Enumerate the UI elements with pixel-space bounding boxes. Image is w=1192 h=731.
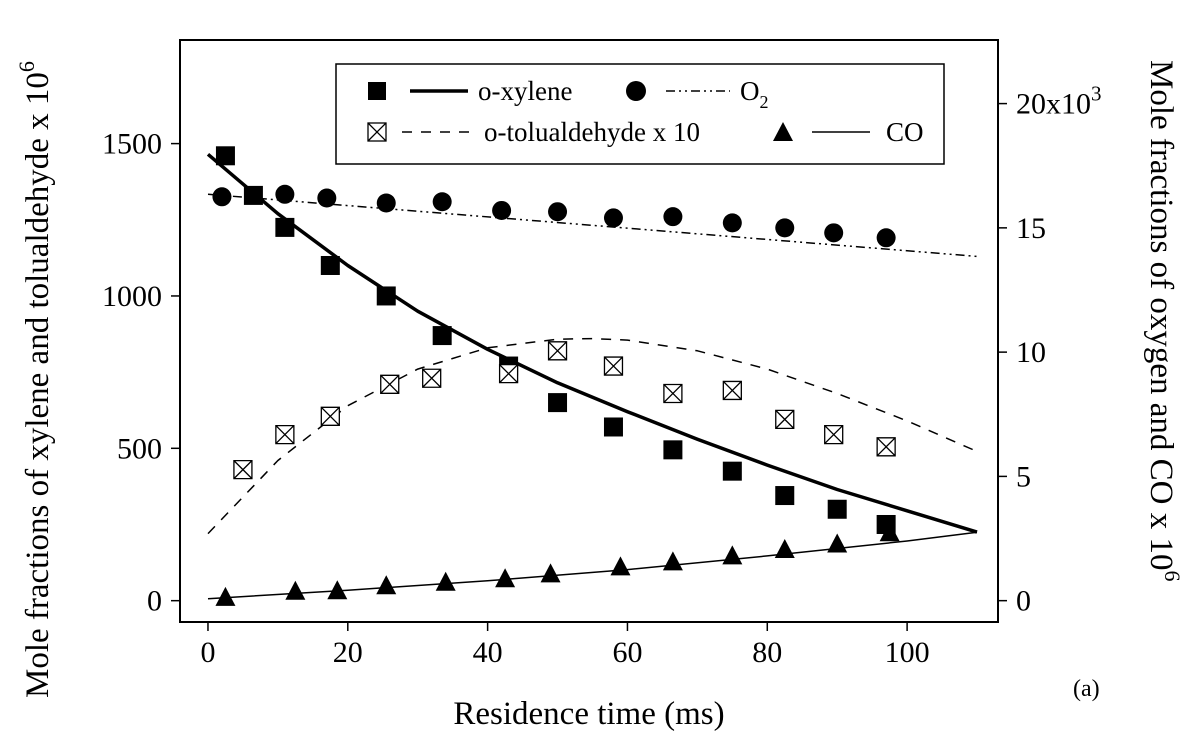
legend-label-tolualdehyde: o-tolualdehyde x 10 bbox=[484, 117, 700, 147]
y-left-axis-label: Mole fractions of xylene and tolualdehyd… bbox=[14, 61, 56, 698]
data-point-o-tolualdehyde-x-10 bbox=[775, 409, 795, 430]
legend: o-xylene O2 o-tolualdehyde x 10 CO bbox=[335, 63, 945, 165]
data-point-o-tolualdehyde-x-10 bbox=[824, 424, 844, 445]
legend-label-o2-main: O bbox=[740, 76, 760, 106]
data-point-o2 bbox=[548, 202, 568, 222]
legend-box bbox=[335, 63, 945, 165]
data-point-o2 bbox=[603, 208, 623, 228]
data-point-o-tolualdehyde-x-10 bbox=[422, 368, 442, 388]
legend-marker-circle bbox=[626, 81, 646, 101]
data-point-co bbox=[540, 563, 561, 583]
data-point-o-tolualdehyde-x-10 bbox=[320, 406, 340, 426]
x-tick-label: 100 bbox=[885, 636, 930, 669]
legend-marker-triangle bbox=[773, 122, 793, 141]
data-point-o-xylene bbox=[275, 217, 295, 237]
legend-marker-bowtie bbox=[367, 122, 387, 142]
legend-label-xylene: o-xylene bbox=[478, 76, 572, 106]
y-right-top-tick-exp: 3 bbox=[1091, 82, 1102, 106]
data-point-co bbox=[327, 580, 348, 600]
x-tick-label: 80 bbox=[752, 636, 782, 669]
data-point-co bbox=[376, 575, 397, 595]
data-point-o2 bbox=[492, 200, 512, 220]
data-point-o2 bbox=[876, 228, 896, 248]
data-point-o2 bbox=[432, 192, 452, 212]
data-point-o-xylene bbox=[432, 326, 452, 346]
data-point-o-tolualdehyde-x-10 bbox=[663, 383, 683, 404]
x-axis-ticks: 0 20 40 60 80 100 bbox=[200, 622, 930, 669]
data-point-o-tolualdehyde-x-10 bbox=[275, 424, 295, 445]
y-left-axis-label-exp: 6 bbox=[14, 61, 39, 72]
data-point-co bbox=[879, 522, 900, 542]
data-point-co bbox=[774, 538, 795, 558]
series-line-o-xylene bbox=[206, 152, 978, 534]
series-line-o-tolualdehyde-x-10 bbox=[207, 337, 978, 535]
data-point-co bbox=[610, 556, 631, 576]
data-point-co bbox=[722, 545, 743, 565]
x-tick-label: 20 bbox=[333, 636, 363, 669]
legend-label-o2-sub: 2 bbox=[760, 92, 769, 112]
data-point-o-tolualdehyde-x-10 bbox=[547, 341, 568, 361]
data-point-o-xylene bbox=[603, 417, 623, 437]
data-point-o-xylene bbox=[376, 286, 396, 306]
data-point-o2 bbox=[775, 218, 795, 238]
data-point-co bbox=[662, 551, 683, 571]
y-right-tick-label: 0 bbox=[1016, 585, 1031, 618]
y-left-tick-label: 1000 bbox=[102, 280, 162, 313]
y-right-tick-label: 20x103 bbox=[1016, 82, 1102, 121]
data-point-o-tolualdehyde-x-10 bbox=[233, 459, 253, 480]
y-left-tick-label: 0 bbox=[147, 585, 162, 618]
data-point-o-xylene bbox=[320, 255, 340, 275]
y-right-axis-ticks: 0 5 10 15 20x103 bbox=[998, 82, 1102, 618]
y-right-tick-label: 5 bbox=[1016, 460, 1031, 493]
data-point-o-xylene bbox=[827, 499, 847, 519]
data-point-o2 bbox=[663, 207, 683, 227]
series-line-co bbox=[207, 531, 978, 600]
data-point-o-xylene bbox=[548, 393, 568, 413]
y-right-tick-label: 10 bbox=[1016, 336, 1046, 369]
y-right-top-tick-main: 20x10 bbox=[1016, 88, 1091, 121]
data-point-co bbox=[285, 580, 306, 600]
series-lines bbox=[206, 152, 978, 600]
data-point-o-xylene bbox=[243, 185, 263, 205]
y-right-tick-label: 15 bbox=[1016, 212, 1046, 245]
legend-label-co: CO bbox=[886, 117, 924, 147]
series-markers bbox=[212, 146, 900, 606]
data-point-o-tolualdehyde-x-10 bbox=[876, 437, 896, 457]
data-point-o-tolualdehyde-x-10 bbox=[498, 364, 519, 384]
plot-frame bbox=[179, 39, 999, 623]
x-tick-label: 40 bbox=[473, 636, 503, 669]
data-point-o-xylene bbox=[215, 146, 235, 166]
data-point-o-tolualdehyde-x-10 bbox=[603, 356, 624, 376]
y-left-tick-label: 500 bbox=[117, 432, 162, 465]
data-point-o-xylene bbox=[775, 486, 795, 506]
data-point-co bbox=[827, 533, 848, 553]
x-tick-label: 60 bbox=[612, 636, 642, 669]
series-line-o2 bbox=[207, 193, 978, 258]
data-point-o2 bbox=[376, 193, 396, 213]
data-point-co bbox=[435, 571, 456, 591]
legend-marker-square bbox=[368, 82, 386, 100]
y-right-axis-label-exp: 6 bbox=[1160, 571, 1185, 582]
data-point-o2 bbox=[212, 187, 232, 207]
legend-label-o2: O2 bbox=[740, 76, 769, 112]
x-axis-label: Residence time (ms) bbox=[453, 696, 724, 731]
x-tick-label: 0 bbox=[200, 636, 215, 669]
data-point-o-xylene bbox=[663, 440, 683, 460]
data-point-co bbox=[495, 568, 516, 588]
y-left-axis-label-main: Mole fractions of xylene and tolualdehyd… bbox=[20, 72, 56, 698]
y-left-axis-ticks: 0 500 1000 1500 bbox=[102, 128, 180, 618]
panel-label: (a) bbox=[1073, 676, 1100, 702]
y-left-tick-label: 1500 bbox=[102, 128, 162, 161]
data-point-o-tolualdehyde-x-10 bbox=[722, 380, 742, 401]
y-right-axis-label-main: Mole fractions of oxygen and CO x 10 bbox=[1143, 60, 1179, 571]
data-point-o2 bbox=[824, 223, 844, 243]
data-point-o-xylene bbox=[722, 461, 742, 481]
data-point-co bbox=[215, 586, 236, 606]
data-point-o2 bbox=[317, 188, 337, 208]
data-point-o-tolualdehyde-x-10 bbox=[380, 374, 400, 394]
data-point-o2 bbox=[722, 213, 742, 233]
data-point-o2 bbox=[275, 184, 295, 204]
y-right-axis-label: Mole fractions of oxygen and CO x 106 bbox=[1143, 60, 1185, 582]
